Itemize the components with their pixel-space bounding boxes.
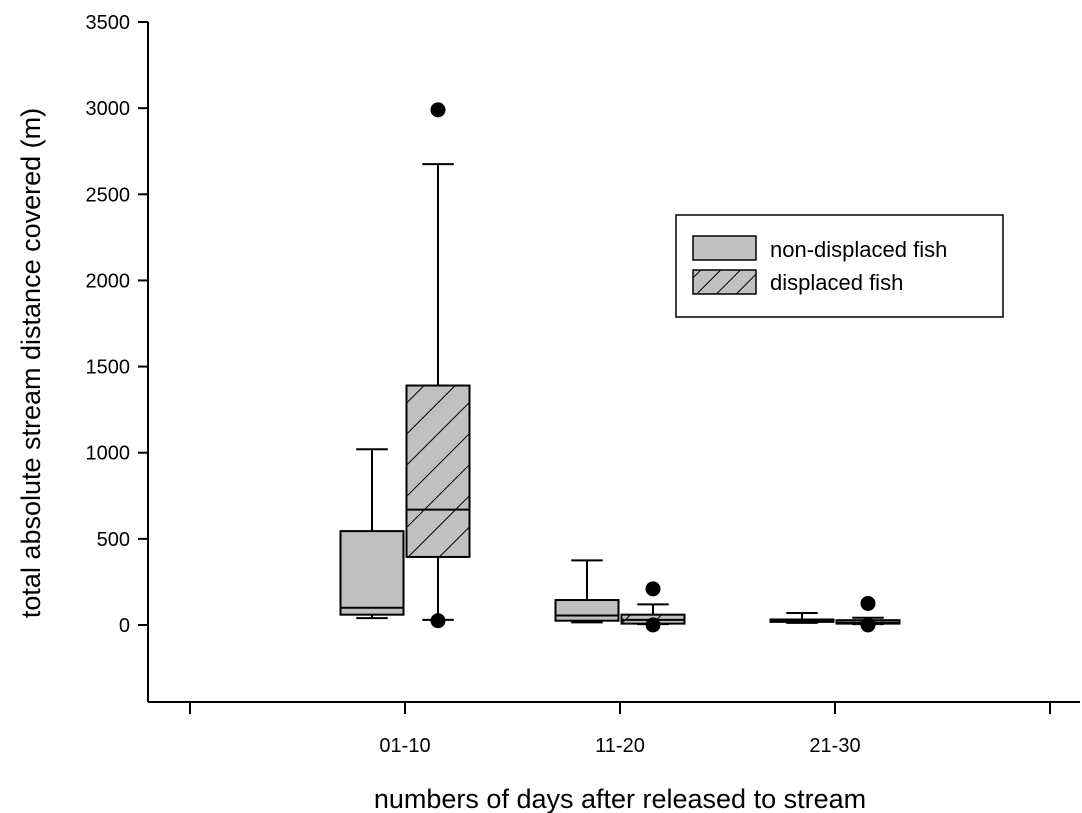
y-tick-label: 1000	[86, 443, 131, 465]
outlier-point	[860, 617, 876, 633]
box-non-displaced-21-30	[769, 611, 835, 624]
box-iqr	[339, 530, 405, 616]
box-non-displaced-01-10	[339, 448, 405, 620]
x-tick-label: 11-20	[595, 735, 645, 757]
y-tick-label: 500	[97, 529, 130, 551]
box-non-displaced-11-20	[554, 559, 620, 624]
legend-label-non-displaced: non-displaced fish	[770, 237, 947, 262]
x-axis: 01-10 11-20 21-30	[189, 702, 1051, 757]
x-tick-label: 21-30	[809, 735, 860, 757]
y-tick-label: 0	[119, 615, 130, 637]
x-axis-title: numbers of days after released to stream	[374, 784, 866, 813]
legend: non-displaced fish displaced fish	[675, 214, 1004, 318]
box-displaced-21-30	[835, 595, 901, 633]
box-displaced-11-20	[620, 581, 686, 633]
plot-frame	[147, 22, 1080, 703]
outlier-point	[645, 617, 661, 633]
y-tick-label: 3000	[86, 98, 131, 120]
outlier-point	[430, 102, 446, 118]
y-axis-title: total absolute stream distance covered (…	[16, 108, 46, 618]
y-tick-label: 1500	[86, 357, 131, 379]
outlier-point	[860, 595, 876, 611]
box-iqr	[554, 599, 620, 622]
legend-swatch-non-displaced	[692, 235, 757, 261]
outlier-point	[645, 581, 661, 597]
y-tick-label: 2500	[86, 184, 131, 206]
legend-box	[675, 214, 1004, 318]
box-iqr	[405, 384, 471, 558]
legend-label-displaced: displaced fish	[770, 270, 903, 295]
outlier-point	[430, 613, 446, 629]
y-tick-label: 2000	[86, 270, 131, 292]
box-displaced-01-10	[405, 102, 471, 629]
y-axis: 0 500 1000 1500 2000 2500 3000 3500	[86, 12, 148, 637]
legend-swatch-displaced	[692, 269, 757, 295]
x-tick-label: 01-10	[379, 735, 430, 757]
boxes-layer	[339, 102, 901, 633]
y-tick-label: 3500	[86, 12, 131, 34]
